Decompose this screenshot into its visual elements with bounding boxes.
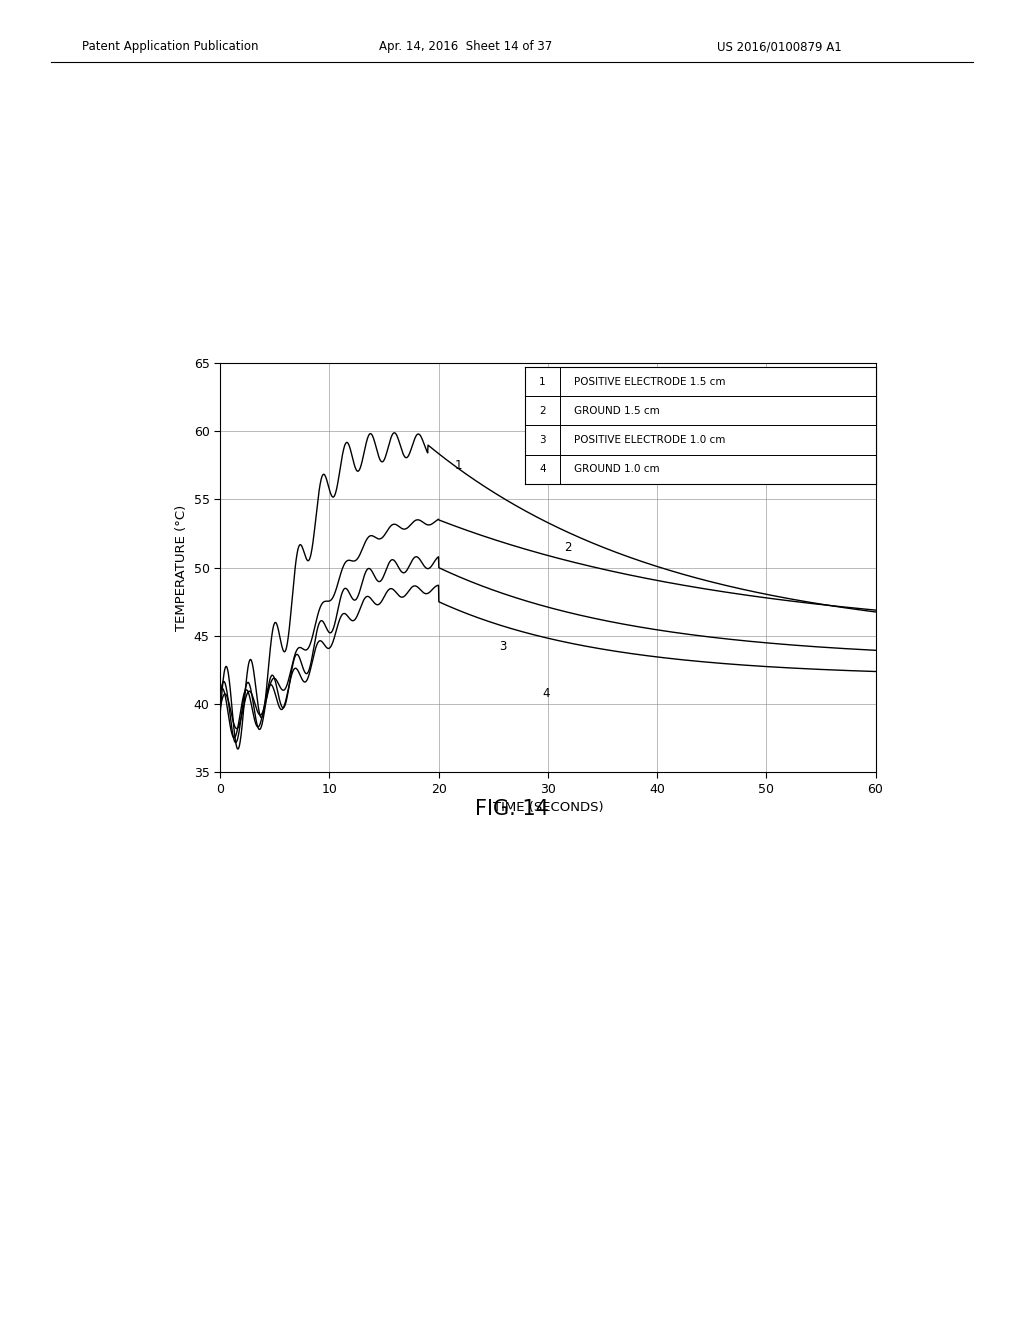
X-axis label: TIME (SECONDS): TIME (SECONDS): [493, 801, 603, 814]
Text: 1: 1: [455, 459, 463, 471]
Text: Patent Application Publication: Patent Application Publication: [82, 40, 258, 53]
Y-axis label: TEMPERATURE (°C): TEMPERATURE (°C): [175, 504, 188, 631]
Text: Apr. 14, 2016  Sheet 14 of 37: Apr. 14, 2016 Sheet 14 of 37: [379, 40, 552, 53]
Text: 2: 2: [564, 541, 571, 553]
Text: 3: 3: [499, 640, 506, 653]
Text: 4: 4: [543, 686, 550, 700]
Text: FIG. 14: FIG. 14: [475, 799, 549, 818]
Text: US 2016/0100879 A1: US 2016/0100879 A1: [717, 40, 842, 53]
